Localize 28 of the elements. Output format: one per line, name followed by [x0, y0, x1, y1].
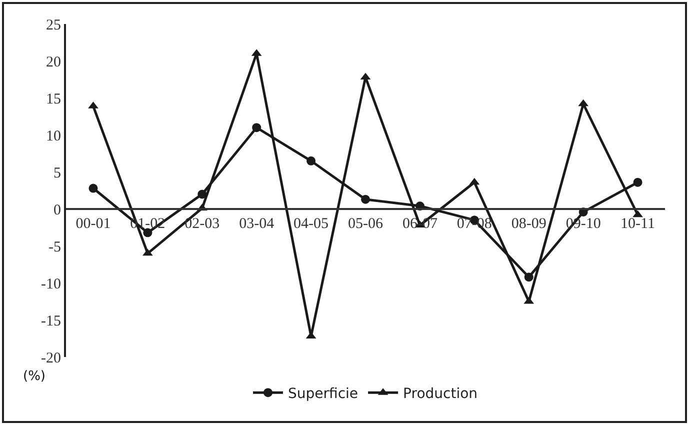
- legend-label: Production: [403, 386, 478, 402]
- point: [306, 156, 316, 166]
- point: [361, 194, 370, 204]
- point: [88, 184, 98, 193]
- y-tick-label: 15: [46, 91, 61, 108]
- y-tick-label: 20: [46, 54, 61, 70]
- y-tick-label: -15: [41, 313, 61, 330]
- point: [252, 123, 262, 132]
- point: [198, 190, 207, 199]
- legend-label: Superficie: [288, 386, 358, 402]
- x-tick-label: 00-01: [76, 216, 111, 232]
- y-tick-label: -20: [41, 350, 61, 366]
- point: [633, 178, 642, 187]
- x-tick-label: 05-06: [348, 216, 384, 232]
- point: [524, 272, 534, 282]
- x-tick-label: 04-05: [294, 216, 329, 232]
- point: [632, 210, 643, 218]
- y-tick-label: 25: [46, 17, 61, 34]
- y-tick-label: -10: [41, 276, 61, 292]
- x-tick-label: 08-09: [511, 216, 546, 232]
- y-axis-title: (%): [23, 369, 46, 384]
- x-tick-label: 03-04: [239, 216, 275, 232]
- y-tick-label: 10: [46, 128, 61, 144]
- y-tick-label: -5: [48, 239, 61, 256]
- y-tick-label: 5: [54, 165, 61, 182]
- x-tick-label: 02-03: [184, 216, 220, 232]
- x-tick-label: 10-11: [620, 216, 655, 232]
- y-tick-label: 0: [54, 202, 61, 218]
